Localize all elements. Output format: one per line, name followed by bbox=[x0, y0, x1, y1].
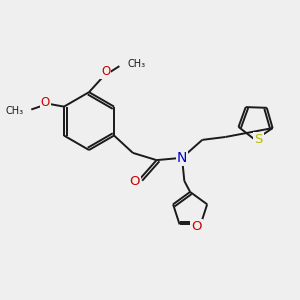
Text: O: O bbox=[40, 96, 50, 109]
Text: CH₃: CH₃ bbox=[5, 106, 23, 116]
Text: S: S bbox=[254, 134, 263, 146]
Text: CH₃: CH₃ bbox=[128, 59, 146, 69]
Text: N: N bbox=[177, 151, 187, 165]
Text: O: O bbox=[101, 65, 110, 78]
Text: O: O bbox=[191, 220, 202, 233]
Text: O: O bbox=[129, 175, 140, 188]
